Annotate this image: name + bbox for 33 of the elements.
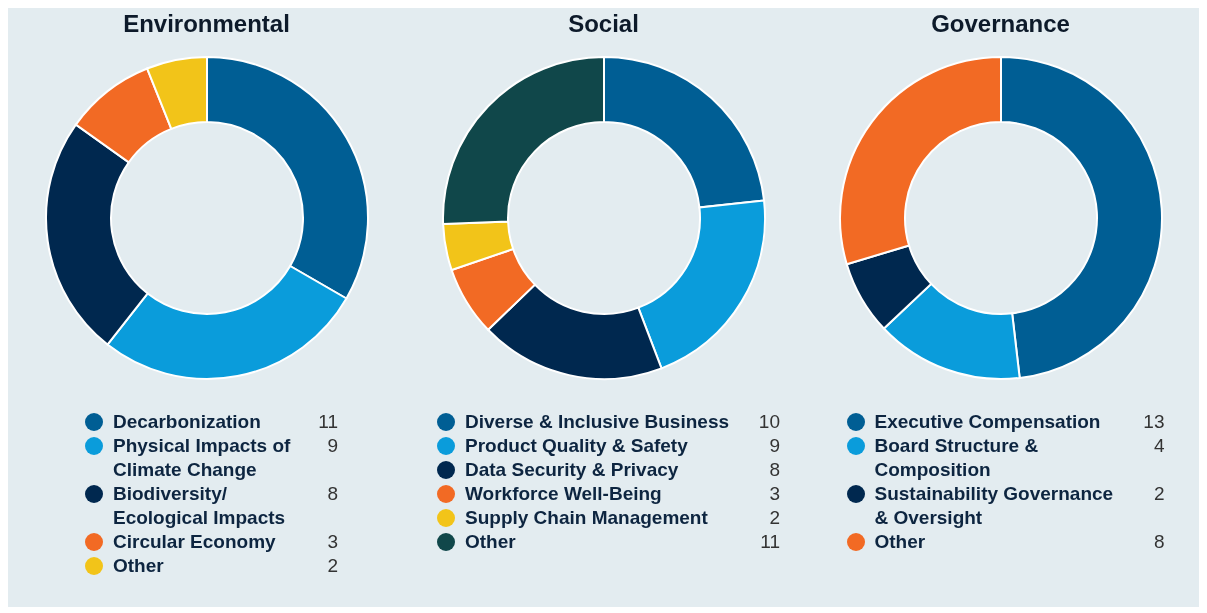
chart-title: Environmental: [123, 10, 290, 39]
data-label: 8: [326, 482, 338, 506]
legend-label: Executive Compensation: [874, 410, 1102, 434]
data-label: 9: [768, 434, 780, 458]
legend-label: Board Structure & Composition: [874, 434, 1040, 482]
data-label: 8: [1152, 530, 1165, 554]
legend-label: Diverse & Inclusive Business: [465, 410, 730, 434]
data-label: 9: [326, 434, 338, 458]
data-label: 2: [326, 554, 338, 578]
data-label: 3: [326, 530, 338, 554]
chart-title: Social: [568, 10, 639, 39]
data-label: 11: [759, 530, 780, 554]
legend-label: Decarbonization: [113, 410, 262, 434]
legend-label: Biodiversity/ Ecological Impacts: [113, 482, 287, 530]
legend-label: Other: [874, 530, 927, 554]
data-label: 4: [1152, 434, 1165, 458]
legend-label: Sustainability Governance & Oversight: [874, 482, 1115, 530]
legend-label: Physical Impacts of Climate Change: [113, 434, 292, 482]
data-label: 3: [768, 482, 780, 506]
data-label: 10: [757, 410, 780, 434]
legend-label: Other: [113, 554, 165, 578]
legend-label: Workforce Well-Being: [465, 482, 663, 506]
chart-title: Governance: [931, 10, 1070, 39]
data-label: 2: [1152, 482, 1165, 506]
data-label: 8: [768, 458, 780, 482]
legend-label: Data Security & Privacy: [465, 458, 680, 482]
legend-label: Other: [465, 530, 517, 554]
legend-label: Supply Chain Management: [465, 506, 709, 530]
data-label: 2: [768, 506, 780, 530]
data-label: 13: [1142, 410, 1165, 434]
data-label: 11: [317, 410, 338, 434]
legend-label: Circular Economy: [113, 530, 277, 554]
legend-label: Product Quality & Safety: [465, 434, 689, 458]
